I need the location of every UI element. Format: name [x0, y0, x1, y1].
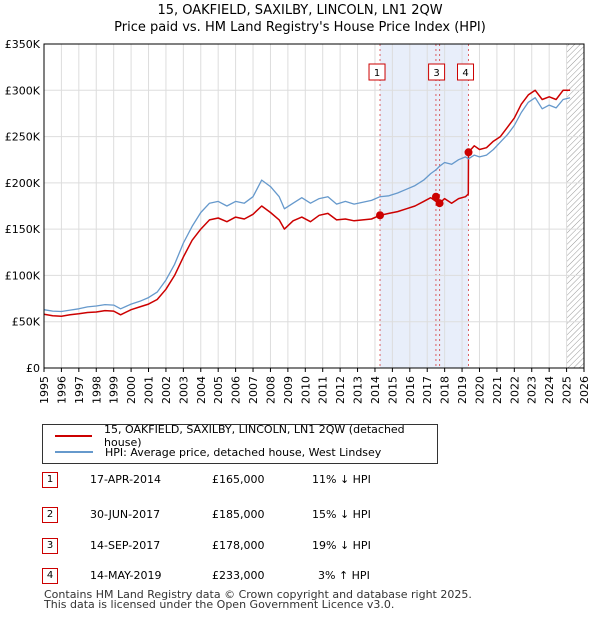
table-row: 4 14-MAY-2019 £233,000 3% ↑ HPI	[42, 568, 442, 588]
row-marker: 2	[42, 507, 58, 523]
legend: 15, OAKFIELD, SAXILBY, LINCOLN, LN1 2QW …	[42, 423, 438, 464]
x-tick-label: 2006	[230, 376, 243, 404]
x-tick-label: 2005	[212, 376, 225, 404]
x-tick-label: 2017	[421, 376, 434, 404]
legend-label-price: 15, OAKFIELD, SAXILBY, LINCOLN, LN1 2QW …	[104, 423, 405, 449]
marker-label: 3	[433, 68, 439, 79]
y-tick-label: £150K	[5, 223, 41, 236]
plot-frame	[43, 43, 585, 369]
marker-label: 1	[374, 68, 380, 79]
hpi-line	[43, 97, 571, 313]
x-tick-label: 2020	[473, 376, 486, 404]
shaded-region	[439, 44, 469, 368]
sale-point	[464, 148, 473, 157]
x-tick-label: 1999	[108, 376, 121, 404]
marker-box	[457, 63, 475, 81]
x-tick-label: 2026	[578, 376, 591, 404]
marker-box	[428, 63, 446, 81]
row-date: 30-JUN-2017	[90, 508, 161, 521]
x-tick-label: 2011	[317, 376, 330, 404]
x-tick-label: 1996	[55, 376, 68, 404]
x-tick-label: 2000	[125, 376, 138, 404]
table-row: 1 17-APR-2014 £165,000 11% ↓ HPI	[42, 472, 442, 492]
price-paid-line	[43, 89, 571, 317]
row-hpi: 15% ↓ HPI	[312, 508, 371, 521]
y-tick-label: £300K	[5, 84, 41, 97]
row-price: £185,000	[212, 508, 265, 521]
x-tick-label: 2015	[386, 376, 399, 404]
marker-label: 4	[462, 68, 468, 79]
sale-point	[435, 199, 444, 208]
row-price: £165,000	[212, 473, 265, 486]
x-tick-label: 2004	[195, 376, 208, 404]
y-tick-label: £200K	[5, 177, 41, 190]
legend-item-price: 15, OAKFIELD, SAXILBY, LINCOLN, LN1 2QW …	[55, 423, 437, 449]
row-marker: 1	[42, 472, 58, 488]
chart-title: 15, OAKFIELD, SAXILBY, LINCOLN, LN1 2QW …	[0, 2, 600, 36]
x-tick-label: 2016	[404, 376, 417, 404]
x-tick-label: 2025	[561, 376, 574, 404]
x-tick-label: 2023	[526, 376, 539, 404]
legend-item-hpi: HPI: Average price, detached house, West…	[55, 444, 381, 460]
marker-box	[368, 63, 386, 81]
y-tick-label: £50K	[12, 316, 41, 329]
x-tick-label: 2014	[369, 376, 382, 404]
row-price: £178,000	[212, 539, 265, 552]
row-hpi: 11% ↓ HPI	[312, 473, 371, 486]
row-marker: 3	[42, 538, 58, 554]
x-tick-label: 1998	[90, 376, 103, 404]
sale-point	[431, 192, 440, 201]
row-hpi: 19% ↓ HPI	[312, 539, 371, 552]
title-address: 15, OAKFIELD, SAXILBY, LINCOLN, LN1 2QW	[157, 3, 443, 18]
x-tick-label: 2021	[491, 376, 504, 404]
x-tick-label: 2010	[299, 376, 312, 404]
table-row: 2 30-JUN-2017 £185,000 15% ↓ HPI	[42, 507, 442, 527]
row-date: 14-SEP-2017	[90, 539, 161, 552]
legend-label-hpi: HPI: Average price, detached house, West…	[105, 445, 382, 459]
sale-point	[376, 211, 385, 220]
price-chart: £0 £50K £100K £150K £200K £250K £300K £350K 1995…	[5, 38, 591, 404]
y-tick-label: £100K	[5, 269, 41, 282]
title-subtitle: Price paid vs. HM Land Registry's House …	[114, 20, 486, 35]
x-tick-label: 2012	[334, 376, 347, 404]
table-row: 3 14-SEP-2017 £178,000 19% ↓ HPI	[42, 538, 442, 558]
x-tick-label: 1995	[38, 376, 51, 404]
y-tick-label: £0	[26, 362, 40, 375]
legend-swatch-price	[55, 435, 93, 437]
x-tick-label: 2003	[177, 376, 190, 404]
x-tick-label: 2018	[439, 376, 452, 404]
x-tick-label: 2001	[143, 376, 156, 404]
row-hpi: 3% ↑ HPI	[318, 569, 370, 582]
footer: Contains HM Land Registry data © Crown c…	[44, 588, 472, 611]
y-tick-label: £250K	[5, 131, 41, 144]
legend-swatch-hpi	[55, 451, 93, 453]
y-tick-label: £350K	[5, 38, 41, 51]
footer-copyright: Contains HM Land Registry data © Crown c…	[44, 588, 472, 601]
x-tick-label: 2019	[456, 376, 469, 404]
x-tick-label: 2002	[160, 376, 173, 404]
x-tick-label: 2008	[264, 376, 277, 404]
footer-licence: This data is licensed under the Open Gov…	[44, 598, 395, 611]
x-tick-label: 2024	[543, 376, 556, 404]
x-tick-label: 2007	[247, 376, 260, 404]
row-marker: 4	[42, 568, 58, 584]
row-price: £233,000	[212, 569, 265, 582]
x-tick-label: 2009	[282, 376, 295, 404]
x-tick-label: 2013	[352, 376, 365, 404]
hatched-region	[566, 44, 584, 368]
x-tick-label: 1997	[73, 376, 86, 404]
row-date: 14-MAY-2019	[90, 569, 162, 582]
x-tick-label: 2022	[508, 376, 521, 404]
row-date: 17-APR-2014	[90, 473, 162, 486]
